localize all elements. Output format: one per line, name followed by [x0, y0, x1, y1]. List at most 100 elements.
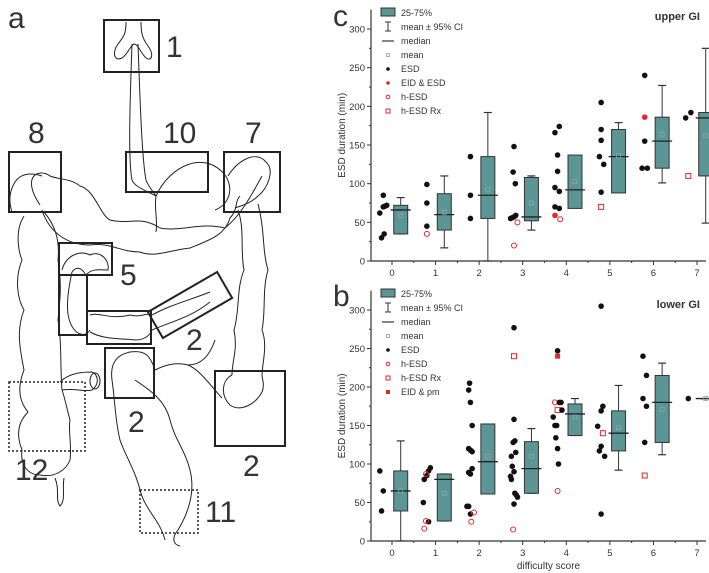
point-esd — [469, 448, 475, 455]
region-label-2a: 2 — [186, 324, 203, 357]
legend-swatch-hesd — [385, 361, 391, 367]
x-tick-label: 0 — [389, 548, 394, 559]
point-esd — [598, 189, 604, 195]
point-esd — [552, 129, 558, 136]
point-hesd — [557, 216, 564, 223]
region-label-1: 1 — [166, 31, 183, 64]
point-esd — [688, 109, 694, 116]
point-esd — [596, 448, 603, 454]
legend-swatch-esd — [386, 348, 390, 352]
legend-label: mean — [401, 331, 424, 341]
x-tick-label: 4 — [564, 268, 569, 279]
point-esd — [465, 503, 472, 510]
x-tick-label: 1 — [433, 268, 438, 279]
point-esd — [514, 494, 521, 500]
point-esd — [598, 99, 604, 106]
legend-item-esd: ESD — [386, 64, 420, 74]
mean-marker — [529, 453, 534, 459]
point-esd — [553, 435, 559, 441]
point-esd — [556, 123, 563, 130]
point-esd — [556, 188, 563, 195]
x-tick-label: 3 — [520, 268, 525, 279]
x-tick-label: 5 — [607, 268, 612, 279]
legend-swatch-mean — [386, 334, 390, 338]
legend-swatch-hesd-rx — [385, 108, 391, 114]
legend-swatch-box — [380, 7, 396, 17]
point-esd — [512, 449, 519, 456]
mean-marker — [659, 406, 665, 412]
point-esd — [598, 126, 604, 133]
point-hesd — [510, 526, 517, 533]
point-esd — [554, 445, 561, 452]
chart-upper-gi: 0 50 100 150 200 250 300 0 1 2 3 4 5 6 7 ESD duration (… — [337, 7, 709, 279]
mean-marker — [398, 488, 404, 494]
iqr-box — [480, 423, 496, 495]
legend-swatch-esd — [386, 67, 390, 71]
point-eid-pm — [555, 353, 561, 359]
point-esd — [512, 180, 519, 187]
point-esd — [556, 205, 563, 212]
point-esd — [508, 453, 515, 460]
iqr-box — [436, 193, 452, 231]
region-label-5: 5 — [120, 259, 137, 292]
y-tick-label: 250 — [349, 344, 365, 355]
point-esd — [598, 408, 604, 414]
x-tick-label: 6 — [651, 548, 656, 559]
x-tick-label: 6 — [651, 268, 656, 279]
point-esd — [424, 200, 430, 206]
point-esd — [554, 152, 561, 158]
region-box-10 — [125, 151, 209, 193]
region-box-1 — [103, 19, 160, 73]
region-box-8 — [8, 151, 62, 213]
point-esd — [420, 499, 427, 506]
y-tick-label: 200 — [349, 102, 365, 113]
legend-label: median — [401, 36, 431, 46]
y-tick-label: 50 — [354, 218, 365, 229]
legend-label: h-ESD — [401, 359, 428, 369]
point-hesd — [511, 242, 517, 249]
panel-label-a: a — [8, 2, 25, 35]
iqr-box — [611, 129, 627, 194]
point-esd — [469, 422, 475, 429]
point-esd — [555, 461, 562, 467]
y-tick-label: 300 — [349, 306, 365, 317]
legend-label: EID & ESD — [401, 78, 446, 88]
y-tick-label: 0 — [360, 257, 365, 268]
legend-label: ESD — [401, 345, 420, 355]
point-esd — [682, 115, 689, 121]
point-esd — [377, 210, 383, 216]
point-esd — [553, 422, 560, 429]
mean-marker — [572, 414, 578, 420]
point-esd — [509, 463, 516, 470]
mean-marker — [659, 131, 665, 137]
point-esd — [643, 403, 650, 410]
mean-marker — [616, 425, 621, 431]
point-esd — [465, 387, 472, 393]
x-tick-label: 7 — [694, 548, 699, 559]
region-box-2-transverse — [86, 310, 152, 345]
region-box-11 — [139, 489, 199, 534]
point-esd — [380, 192, 387, 199]
chart-lower-gi: 0 50 100 150 200 250 300 0 1 2 3 4 5 6 7 ESD duration (… — [337, 288, 709, 572]
legend-label: EID & pm — [401, 387, 440, 397]
legend-label: h-ESD — [401, 92, 428, 102]
legend-label: mean ± 95% CI — [401, 22, 463, 32]
legend-label: 25-75% — [401, 289, 432, 299]
legend-item-mean: mean — [386, 331, 424, 341]
iqr-box — [654, 374, 670, 443]
point-hesd-rx — [685, 172, 692, 179]
iqr-box — [567, 154, 583, 209]
point-esd — [383, 202, 390, 209]
point-esd — [427, 465, 434, 471]
mean-marker — [441, 209, 447, 215]
legend-item-hesd: h-ESD — [385, 359, 428, 369]
point-esd — [378, 508, 385, 514]
point-esd — [467, 192, 474, 199]
point-hesd — [470, 509, 477, 516]
point-esd — [554, 168, 561, 175]
point-hesd — [421, 525, 428, 532]
legend-item-median: median — [382, 317, 431, 327]
point-esd — [641, 138, 648, 144]
iqr-box — [436, 473, 452, 522]
y-axis-label: ESD duration (min) — [337, 93, 348, 178]
